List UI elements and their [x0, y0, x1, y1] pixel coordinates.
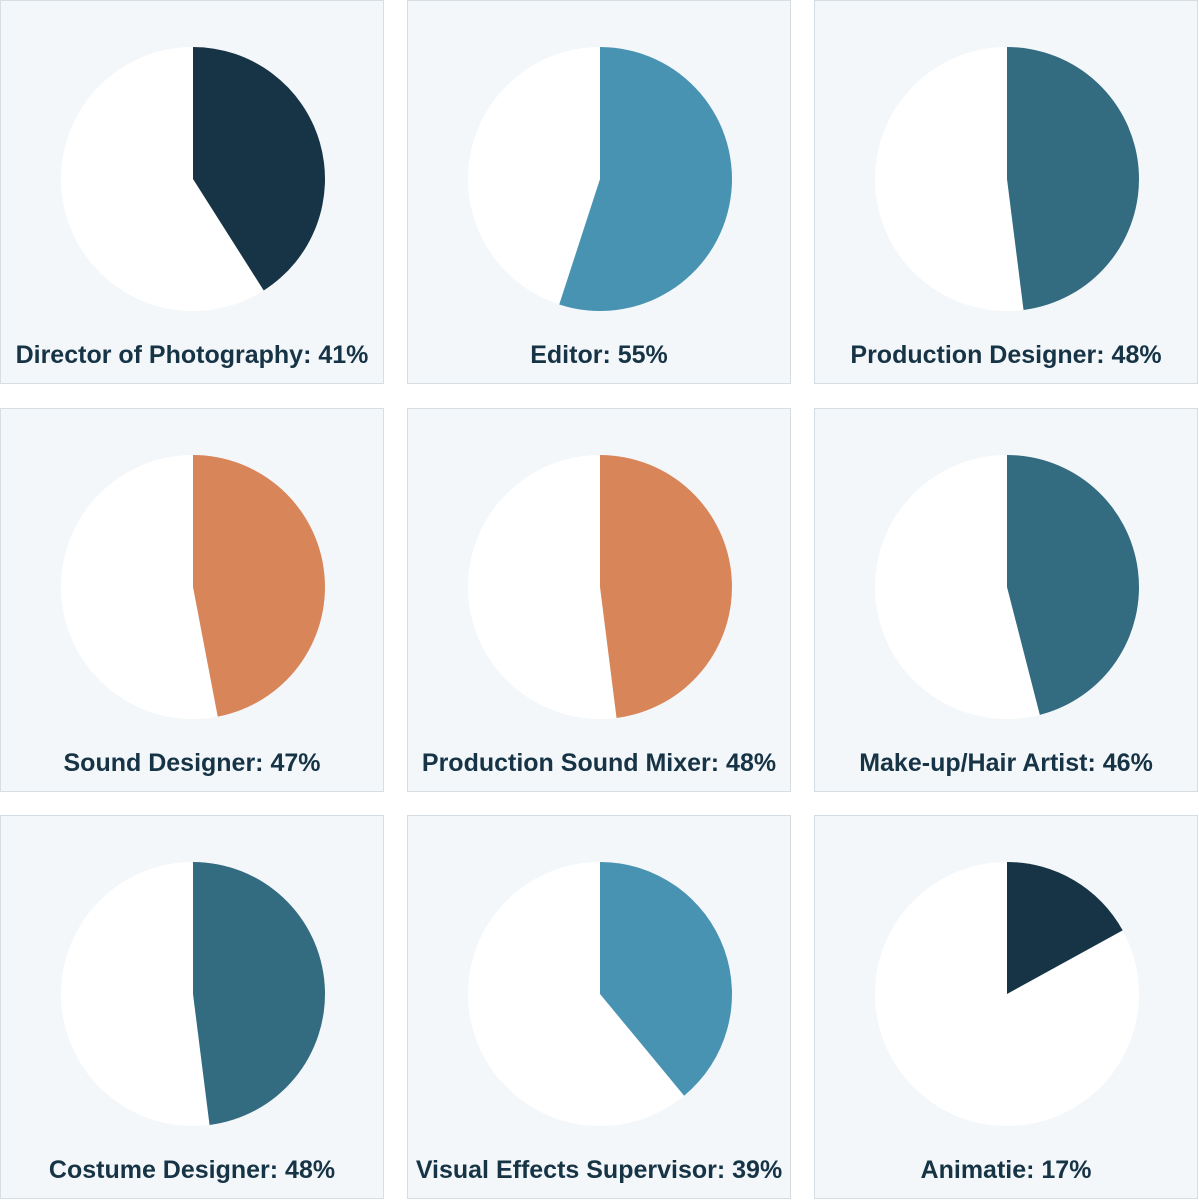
- pie-chart-visual-effects-supervisor: [468, 862, 733, 1126]
- pie-slice-make-up-hair-artist: [1007, 455, 1139, 715]
- pie-slice-costume-designer: [193, 862, 326, 1125]
- pie-slice-animatie: [1007, 862, 1123, 994]
- pie-card-sound-designer: Sound Designer: 47%: [0, 408, 384, 792]
- pie-label-make-up-hair-artist: Make-up/Hair Artist: 46%: [859, 749, 1153, 777]
- pie-label-costume-designer: Costume Designer: 48%: [48, 1156, 336, 1184]
- pie-label-production-sound-mixer: Production Sound Mixer: 48%: [421, 749, 777, 777]
- pie-slice-editor: [559, 47, 732, 311]
- pie-label-editor: Editor: 55%: [530, 341, 668, 369]
- pie-chart-animatie: [875, 862, 1139, 1126]
- pie-card-visual-effects-supervisor: Visual Effects Supervisor: 39%: [407, 815, 791, 1199]
- pie-chart-costume-designer: [61, 862, 326, 1126]
- pie-label-animatie: Animatie: 17%: [920, 1156, 1092, 1184]
- pie-slice-production-designer: [1007, 47, 1140, 310]
- pie-slice-visual-effects-supervisor: [600, 862, 733, 1096]
- pie-card-production-sound-mixer: Production Sound Mixer: 48%: [407, 408, 791, 792]
- pie-card-costume-designer: Costume Designer: 48%: [0, 815, 384, 1199]
- pie-card-make-up-hair-artist: Make-up/Hair Artist: 46%: [814, 408, 1198, 792]
- pie-chart-make-up-hair-artist: [875, 455, 1139, 719]
- pie-label-visual-effects-supervisor: Visual Effects Supervisor: 39%: [415, 1156, 783, 1184]
- pie-label-director-of-photography: Director of Photography: 41%: [15, 341, 369, 369]
- pie-chart-production-designer: [875, 47, 1140, 311]
- pie-slice-production-sound-mixer: [600, 455, 733, 718]
- pie-card-director-of-photography: Director of Photography: 41%: [0, 0, 384, 384]
- pie-card-animatie: Animatie: 17%: [814, 815, 1198, 1199]
- pie-label-production-designer: Production Designer: 48%: [850, 341, 1162, 369]
- pie-slice-director-of-photography: [193, 47, 325, 291]
- pie-card-editor: Editor: 55%: [407, 0, 791, 384]
- pie-card-production-designer: Production Designer: 48%: [814, 0, 1198, 384]
- pie-label-sound-designer: Sound Designer: 47%: [63, 749, 321, 777]
- pie-chart-production-sound-mixer: [468, 455, 733, 719]
- pie-chart-editor: [468, 47, 732, 311]
- pie-chart-sound-designer: [61, 455, 325, 719]
- pie-slice-sound-designer: [193, 455, 325, 717]
- pie-chart-director-of-photography: [61, 47, 325, 311]
